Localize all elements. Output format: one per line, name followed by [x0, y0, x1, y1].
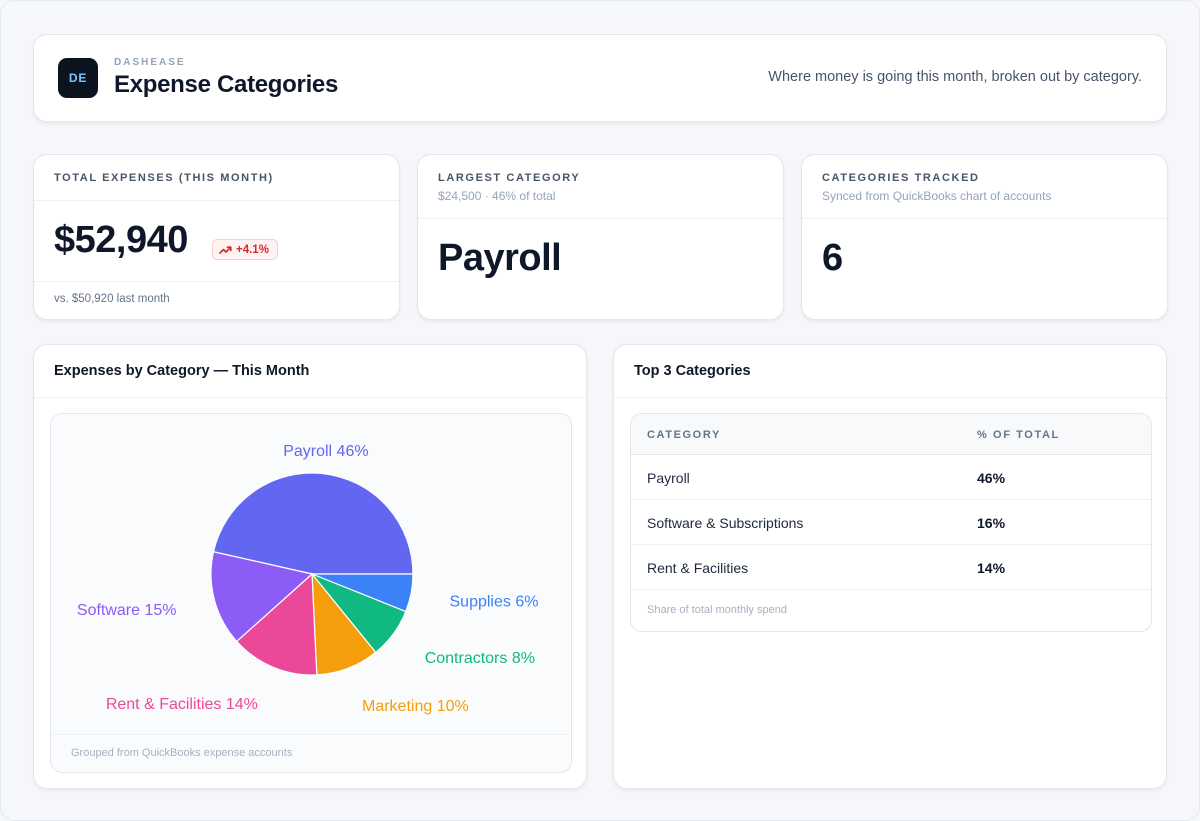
brand-name: DASHEASE — [114, 57, 186, 68]
panel-title: Top 3 Categories — [634, 363, 751, 379]
divider — [614, 397, 1166, 398]
kpi-sublabel: $24,500 · 46% of total — [438, 189, 556, 203]
kpi-footnote: vs. $50,920 last month — [54, 293, 170, 305]
delta-badge: +4.1% — [212, 239, 278, 260]
table-footnote: Share of total monthly spend — [647, 604, 788, 616]
percent-cell: 14% — [977, 560, 1006, 576]
pie-slice-label: Rent & Facilities 14% — [106, 696, 258, 713]
top-categories-table: CATEGORY % OF TOTAL Payroll 46% Software… — [630, 413, 1152, 632]
trending-up-icon — [219, 245, 232, 254]
page-header: DE DASHEASE Expense Categories Where mon… — [33, 34, 1167, 122]
divider — [51, 734, 571, 735]
pie-slice-label: Contractors 8% — [425, 650, 535, 667]
top-categories-panel: Top 3 Categories CATEGORY % OF TOTAL Pay… — [613, 344, 1167, 789]
table-row: Rent & Facilities 14% — [631, 545, 1151, 590]
page-subtitle: Where money is going this month, broken … — [768, 69, 1142, 85]
kpi-label: CATEGORIES TRACKED — [822, 172, 980, 184]
kpi-label: LARGEST CATEGORY — [438, 172, 581, 184]
kpi-total-expenses: TOTAL EXPENSES (THIS MONTH) $52,940 +4.1… — [33, 154, 400, 320]
chart-container: Payroll 46% Supplies 6% Contractors 8% Mark… — [50, 413, 572, 773]
pie-slice-label: Marketing 10% — [362, 698, 469, 715]
pie-slice — [212, 472, 414, 575]
kpi-largest-category: LARGEST CATEGORY $24,500 · 46% of total … — [417, 154, 784, 320]
app-logo: DE — [58, 58, 98, 98]
table-header: CATEGORY % OF TOTAL — [631, 414, 1151, 455]
column-header-percent: % OF TOTAL — [977, 429, 1060, 441]
pie-chart-panel: Expenses by Category — This Month Payrol… — [33, 344, 587, 789]
kpi-sublabel: Synced from QuickBooks chart of accounts — [822, 189, 1052, 203]
pie-slice-label: Software 15% — [77, 602, 177, 619]
page-title: Expense Categories — [114, 71, 339, 98]
category-cell: Software & Subscriptions — [647, 515, 804, 531]
divider — [418, 218, 783, 219]
percent-cell: 46% — [977, 470, 1006, 486]
divider — [34, 397, 586, 398]
kpi-value: 6 — [822, 237, 843, 279]
pie-slice-label: Payroll 46% — [283, 443, 368, 460]
delta-value: +4.1% — [236, 243, 269, 256]
divider — [34, 200, 399, 201]
pie-chart: Payroll 46% Supplies 6% Contractors 8% Mark… — [77, 443, 539, 715]
chart-footnote: Grouped from QuickBooks expense accounts — [71, 747, 293, 759]
category-cell: Rent & Facilities — [647, 560, 749, 576]
pie-slice — [235, 572, 318, 676]
divider — [802, 218, 1167, 219]
kpi-value: Payroll — [438, 237, 562, 279]
kpi-categories-tracked: CATEGORIES TRACKED Synced from QuickBook… — [801, 154, 1168, 320]
table-row: Payroll 46% — [631, 455, 1151, 500]
kpi-label: TOTAL EXPENSES (THIS MONTH) — [54, 172, 274, 184]
column-header-category: CATEGORY — [647, 429, 721, 441]
pie-slice-label: Supplies 6% — [450, 594, 539, 611]
pie-slice — [210, 551, 314, 643]
category-cell: Payroll — [647, 470, 690, 486]
percent-cell: 16% — [977, 515, 1006, 531]
panel-title: Expenses by Category — This Month — [54, 363, 310, 379]
kpi-value: $52,940 — [54, 219, 188, 261]
table-row: Software & Subscriptions 16% — [631, 500, 1151, 545]
divider — [34, 281, 399, 282]
